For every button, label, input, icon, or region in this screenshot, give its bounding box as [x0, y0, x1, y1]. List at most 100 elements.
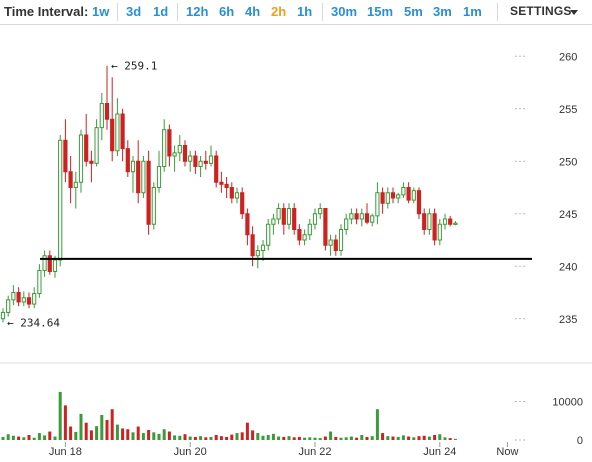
volume-bar: [136, 426, 140, 440]
candle-body: [286, 208, 292, 225]
volume-bar: [74, 431, 78, 440]
candle-body: [37, 269, 42, 295]
candle-body: [390, 192, 396, 199]
candle-body: [120, 113, 125, 150]
separator: [322, 3, 323, 21]
interval-12h[interactable]: 12h: [186, 4, 209, 19]
volume-bar: [412, 437, 416, 440]
candle-body: [146, 160, 151, 225]
candle-body: [172, 152, 177, 157]
candle-body: [318, 208, 323, 215]
candle-body: [125, 148, 130, 173]
candle-body: [292, 208, 297, 230]
interval-1m[interactable]: 1m: [463, 4, 482, 19]
chevron-down-icon[interactable]: [570, 10, 578, 15]
candle-body: [167, 129, 172, 157]
volume-bar: [188, 436, 192, 440]
candle-body: [240, 192, 245, 215]
candle-body: [52, 259, 58, 273]
candle-body: [89, 160, 94, 164]
settings-button[interactable]: SETTINGS: [510, 4, 572, 18]
candle-body: [234, 192, 240, 199]
candle-body: [422, 213, 427, 230]
volume-bar: [277, 436, 281, 440]
price-axis: 235 240 245 250 255 260: [559, 51, 577, 326]
candle-body: [328, 239, 333, 246]
candle-body: [359, 213, 364, 220]
volume-bar: [6, 434, 10, 440]
volume-bar: [17, 436, 21, 440]
volume-bar: [225, 436, 229, 440]
volume-bar: [443, 437, 447, 440]
volume-bar: [438, 434, 442, 440]
candle-body: [182, 145, 188, 162]
interval-15m[interactable]: 15m: [367, 4, 394, 19]
candle-body: [411, 190, 416, 201]
candle-body: [416, 190, 422, 215]
interval-4h[interactable]: 4h: [245, 4, 261, 19]
interval-5m[interactable]: 5m: [404, 4, 423, 19]
interval-2h[interactable]: 2h: [271, 4, 287, 19]
volume-bar: [43, 435, 47, 440]
candle-body: [156, 166, 162, 188]
interval-6h[interactable]: 6h: [219, 4, 235, 19]
candle-body: [370, 215, 375, 223]
interval-30m[interactable]: 30m: [331, 4, 358, 19]
interval-3d[interactable]: 3d: [126, 4, 142, 19]
candle-body: [11, 292, 16, 301]
candle-body: [437, 223, 442, 241]
grid-lines: [515, 55, 525, 441]
candle-body: [245, 213, 250, 236]
candle-body: [297, 229, 302, 241]
time-tick-label: Jun 18: [49, 446, 82, 458]
candle-body: [364, 213, 370, 223]
interval-1h[interactable]: 1h: [297, 4, 313, 19]
volume-bar: [147, 430, 151, 440]
candle-body: [396, 194, 401, 199]
candle-body: [78, 134, 84, 183]
volume-bar: [297, 436, 301, 440]
volume-tick-label: 0: [577, 435, 583, 447]
volume-bar: [407, 436, 411, 440]
volume-axis: 0 10000: [552, 397, 583, 447]
volume-bar: [63, 405, 67, 440]
separator: [117, 3, 118, 21]
volume-bar: [121, 428, 125, 440]
candle-body: [349, 213, 354, 220]
candle-body: [453, 222, 458, 225]
volume-bar: [126, 429, 130, 440]
price-annotation: ← 234.64: [7, 317, 60, 330]
candle-body: [276, 208, 281, 220]
volume-bar: [58, 391, 62, 440]
volume-bar: [84, 422, 88, 440]
candles: [0, 65, 458, 323]
volume-bar: [344, 437, 348, 440]
candle-body: [260, 244, 266, 251]
volume-bar: [11, 435, 15, 440]
price-tick-label: 255: [559, 104, 577, 116]
volume-bar: [214, 435, 218, 440]
candle-body: [58, 139, 63, 261]
interval-1w[interactable]: 1w: [92, 4, 110, 19]
volume-bar: [100, 415, 104, 440]
price-tick-label: 235: [559, 314, 577, 326]
volume-bar: [193, 436, 197, 440]
candle-body: [141, 160, 146, 194]
candle-body: [219, 181, 224, 185]
candle-body: [432, 213, 437, 241]
volume-bar: [433, 435, 437, 440]
interval-3m[interactable]: 3m: [433, 4, 452, 19]
volume-bar: [230, 434, 234, 440]
candle-body: [302, 234, 307, 241]
volume-bar: [173, 435, 177, 440]
candle-body: [16, 292, 21, 303]
interval-1d[interactable]: 1d: [153, 4, 169, 19]
price-tick-label: 250: [559, 156, 577, 168]
volume-bar: [355, 437, 359, 440]
volume-bar: [292, 437, 296, 440]
volume-bar: [271, 433, 275, 440]
volume-bar: [329, 431, 333, 440]
price-tick-label: 245: [559, 209, 577, 221]
volume-bar: [251, 430, 255, 440]
candle-body: [266, 223, 271, 246]
